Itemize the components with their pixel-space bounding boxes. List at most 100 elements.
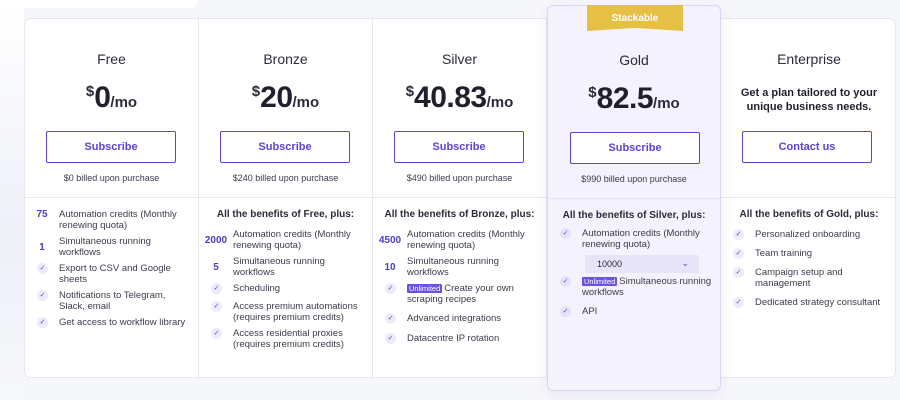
plan-price: $40.83/mo — [373, 81, 546, 115]
background-card — [22, 0, 197, 8]
feature-text: Scheduling — [233, 283, 281, 294]
feature-item: ✓ Access residential proxies (requires p… — [199, 328, 372, 350]
feature-list: 2000 Automation credits (Monthly renewin… — [199, 229, 372, 350]
subscribe-button-silver[interactable]: Subscribe — [394, 131, 524, 163]
credits-select-value: 10000 — [597, 259, 623, 269]
feature-text: Advanced integrations — [407, 313, 502, 324]
feature-item: ✓ API — [548, 306, 720, 317]
feature-item: ✓ Scheduling — [199, 283, 372, 294]
feature-item: ✓ Datacentre IP rotation — [373, 333, 546, 344]
check-icon: ✓ — [733, 267, 744, 278]
feature-item: ✓ Advanced integrations — [373, 313, 546, 324]
contact-us-button[interactable]: Contact us — [742, 131, 872, 163]
feature-item: ✓ Dedicated strategy consultant — [721, 297, 897, 308]
feature-item: ✓ Team training — [721, 248, 897, 259]
benefits-heading: All the benefits of Gold, plus: — [739, 209, 879, 220]
benefits-heading: All the benefits of Free, plus: — [216, 209, 355, 220]
price-amount: 20 — [260, 81, 293, 114]
price-amount: 0 — [94, 81, 111, 114]
price-currency: $ — [588, 84, 597, 101]
chevron-down-icon: ⌄ — [681, 258, 689, 268]
feature-count: 4500 — [378, 235, 402, 246]
credits-select[interactable]: 10000 ⌄ — [585, 255, 699, 273]
check-icon: ✓ — [385, 333, 396, 344]
feature-item: 75 Automation credits (Monthly renewing … — [25, 209, 198, 231]
plan-name: Gold — [619, 52, 649, 68]
feature-count: 1 — [39, 242, 45, 253]
feature-item: ✓ Unlimited Create your own scraping reci… — [373, 283, 546, 305]
billed-note: $0 billed upon purchase — [63, 173, 160, 183]
feature-text: Simultaneous running workflows — [59, 236, 151, 258]
feature-text: Automation credits (Monthly renewing quo… — [233, 229, 351, 251]
feature-list: 75 Automation credits (Monthly renewing … — [25, 209, 198, 328]
feature-item: ✓ Unlimited Simultaneous running workflow… — [548, 276, 720, 298]
feature-text: Access premium automations (requires pre… — [233, 301, 358, 323]
plan-card-gold: Stackable Gold $82.5/mo Subscribe $990 b… — [547, 5, 721, 391]
feature-item: ✓ Get access to workflow library — [25, 317, 198, 328]
feature-text: API — [582, 306, 598, 317]
pricing-table: Free $0/mo Subscribe $0 billed upon purc… — [24, 5, 897, 391]
check-icon: ✓ — [560, 228, 571, 239]
feature-text: Unlimited Create your own scraping recipe… — [407, 283, 546, 305]
check-icon: ✓ — [733, 248, 744, 259]
feature-item: 2000 Automation credits (Monthly renewin… — [199, 229, 372, 251]
check-icon: ✓ — [211, 283, 222, 294]
feature-item: ✓ Notifications to Telegram, Slack, emai… — [25, 290, 198, 312]
subscribe-button-bronze[interactable]: Subscribe — [220, 131, 350, 163]
price-period: /mo — [653, 95, 680, 112]
billed-note: $240 billed upon purchase — [232, 173, 339, 183]
billed-note: $490 billed upon purchase — [406, 173, 513, 183]
feature-item: 1 Simultaneous running workflows — [25, 236, 198, 258]
feature-list: ✓ Personalized onboarding ✓ Team trainin… — [721, 229, 897, 308]
feature-text-body: Simultaneous running workflows — [582, 276, 712, 298]
feature-text: Datacentre IP rotation — [407, 333, 500, 344]
check-icon: ✓ — [385, 283, 396, 294]
price-period: /mo — [292, 94, 320, 111]
check-icon: ✓ — [37, 317, 48, 328]
price-amount: 40.83 — [414, 81, 487, 114]
feature-count: 5 — [213, 262, 219, 273]
feature-text-body: Create your own scraping recipes — [407, 283, 514, 305]
benefits-heading: All the benefits of Silver, plus: — [562, 210, 706, 221]
feature-item: ✓ Campaign setup and management — [721, 267, 897, 289]
divider — [373, 197, 546, 198]
check-icon: ✓ — [37, 290, 48, 301]
feature-text: Personalized onboarding — [755, 229, 861, 240]
check-icon: ✓ — [211, 301, 222, 312]
feature-text: Team training — [755, 248, 813, 259]
plan-price: $20/mo — [199, 81, 372, 115]
stackable-badge: Stackable — [587, 5, 683, 31]
feature-text: Export to CSV and Google sheets — [59, 263, 171, 285]
feature-text: Simultaneous running workflows — [407, 256, 499, 278]
check-icon: ✓ — [385, 313, 396, 324]
plan-name: Silver — [441, 51, 477, 67]
benefits-heading: All the benefits of Bronze, plus: — [384, 209, 535, 220]
plan-card-enterprise: Enterprise Get a plan tailored to your u… — [721, 19, 897, 379]
unlimited-badge: Unlimited — [407, 284, 443, 293]
plan-card-bronze: Bronze $20/mo Subscribe $240 billed upon… — [199, 19, 373, 379]
check-icon: ✓ — [560, 276, 571, 287]
plan-name: Free — [97, 51, 126, 67]
feature-count: 2000 — [204, 235, 228, 246]
feature-text: Get access to workflow library — [59, 317, 186, 328]
divider — [548, 198, 720, 199]
price-currency: $ — [251, 83, 261, 100]
feature-text: Unlimited Simultaneous running workflows — [582, 276, 720, 298]
check-icon: ✓ — [733, 297, 744, 308]
subscribe-button-gold[interactable]: Subscribe — [570, 132, 700, 164]
plan-price: $0/mo — [25, 81, 198, 115]
subscribe-button-free[interactable]: Subscribe — [46, 131, 176, 163]
feature-count: 75 — [36, 209, 48, 220]
feature-text: Automation credits (Monthly renewing quo… — [407, 229, 525, 251]
feature-text: Simultaneous running workflows — [233, 256, 325, 278]
price-currency: $ — [85, 83, 95, 100]
check-icon: ✓ — [733, 229, 744, 240]
feature-text: Campaign setup and management — [755, 267, 843, 289]
feature-count: 10 — [384, 262, 396, 273]
price-period: /mo — [486, 94, 514, 111]
feature-list: ✓ Automation credits (Monthly renewing q… — [548, 228, 720, 317]
billed-note: $990 billed upon purchase — [581, 174, 687, 184]
feature-text: Automation credits (Monthly renewing quo… — [582, 228, 700, 250]
feature-item: 5 Simultaneous running workflows — [199, 256, 372, 278]
feature-item: 10 Simultaneous running workflows — [373, 256, 546, 278]
